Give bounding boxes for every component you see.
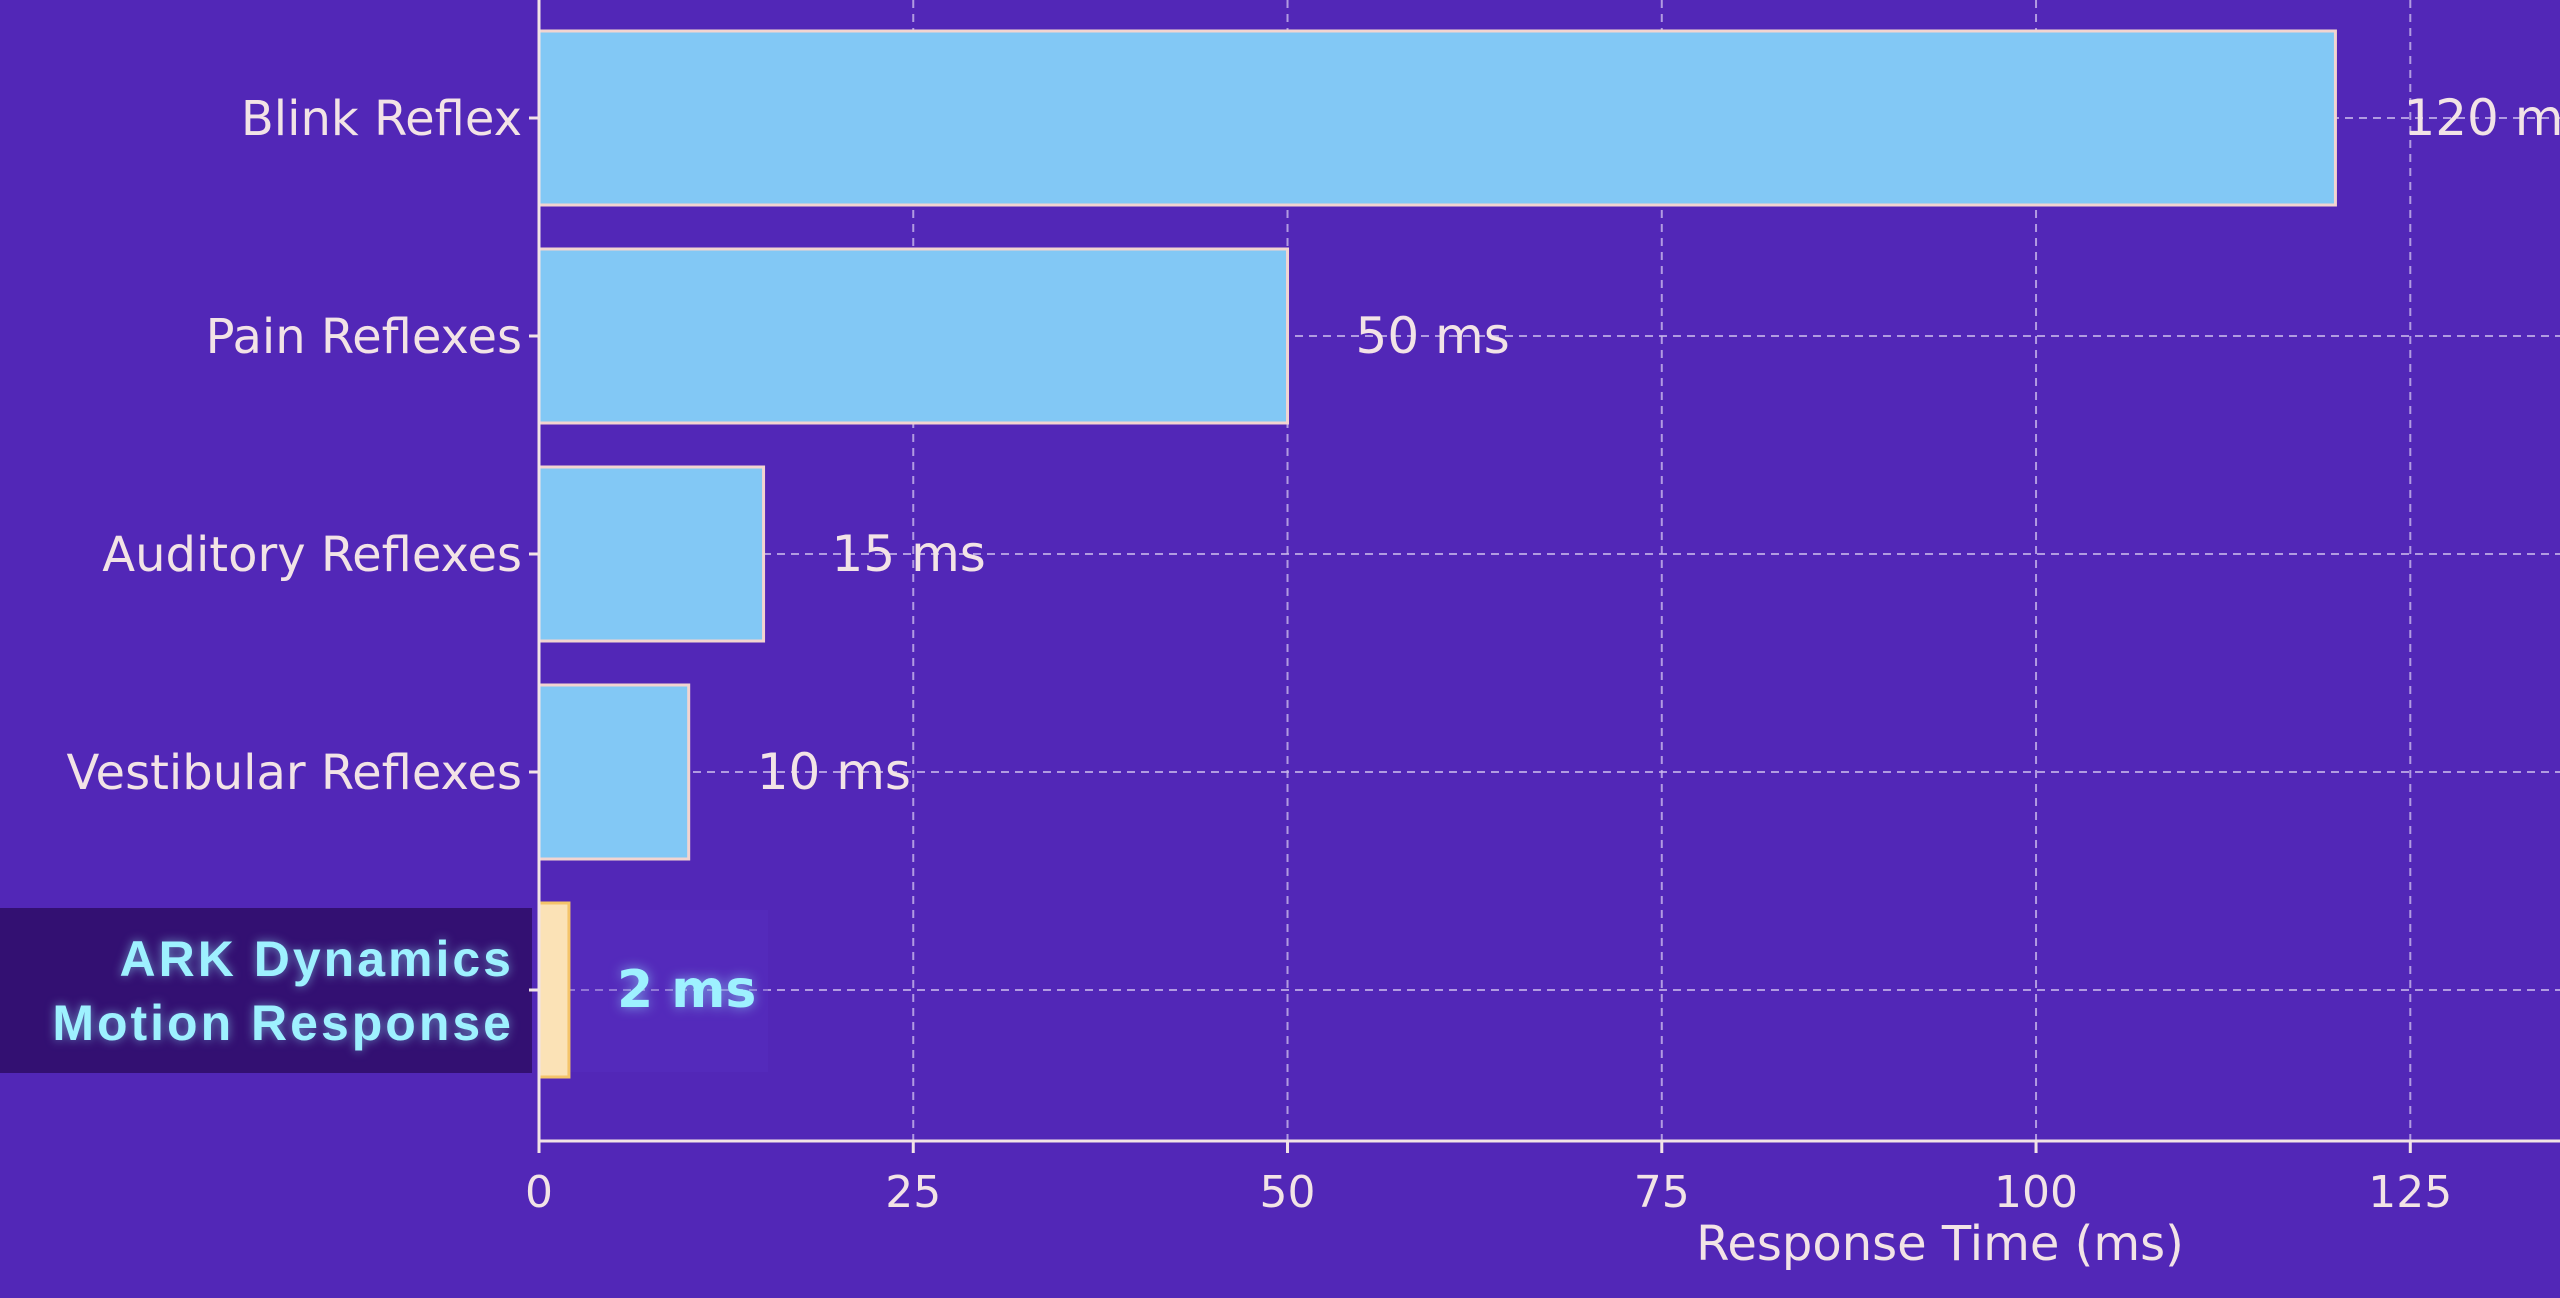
- y-tick-label: Pain Reflexes: [206, 309, 522, 365]
- highlight-layer: [0, 908, 768, 1073]
- x-tick-label: 50: [1260, 1167, 1316, 1218]
- bar-pain-reflexes: [537, 247, 1290, 425]
- bar-ark-dynamics-motion-response: [537, 901, 571, 1079]
- axes: [529, 0, 2560, 1153]
- data-label: 50 ms: [1356, 307, 1510, 365]
- x-axis-title: Response Time (ms): [1696, 1216, 2184, 1272]
- x-tick-label: 100: [1994, 1167, 2078, 1218]
- data-label: 15 ms: [832, 525, 986, 583]
- y-tick-label-line: ARK Dynamics: [120, 931, 514, 987]
- bar-blink-reflex: [537, 29, 2337, 207]
- x-tick-label: 25: [885, 1167, 941, 1218]
- labels: 0 25 50 75 100 125 Blink Reflex Pain Reflexes Au…: [52, 89, 2560, 1218]
- bar-vestibular-reflexes: [537, 683, 691, 861]
- x-tick-label: 75: [1634, 1167, 1690, 1218]
- data-label: 10 ms: [757, 743, 911, 801]
- x-tick-label: 0: [525, 1167, 553, 1218]
- bar-auditory-reflexes: [537, 465, 766, 643]
- y-tick-label: Vestibular Reflexes: [66, 745, 522, 801]
- highlight-label-panel: [0, 908, 532, 1073]
- data-label: 2 ms: [617, 960, 756, 1020]
- y-tick-label: Blink Reflex: [241, 91, 522, 147]
- data-label: 120 ms: [2403, 89, 2560, 147]
- y-tick-label-line: Motion Response: [52, 995, 514, 1051]
- y-tick-label: Auditory Reflexes: [102, 527, 522, 583]
- x-tick-label: 125: [2368, 1167, 2452, 1218]
- highlight-value-glow: [548, 910, 768, 1072]
